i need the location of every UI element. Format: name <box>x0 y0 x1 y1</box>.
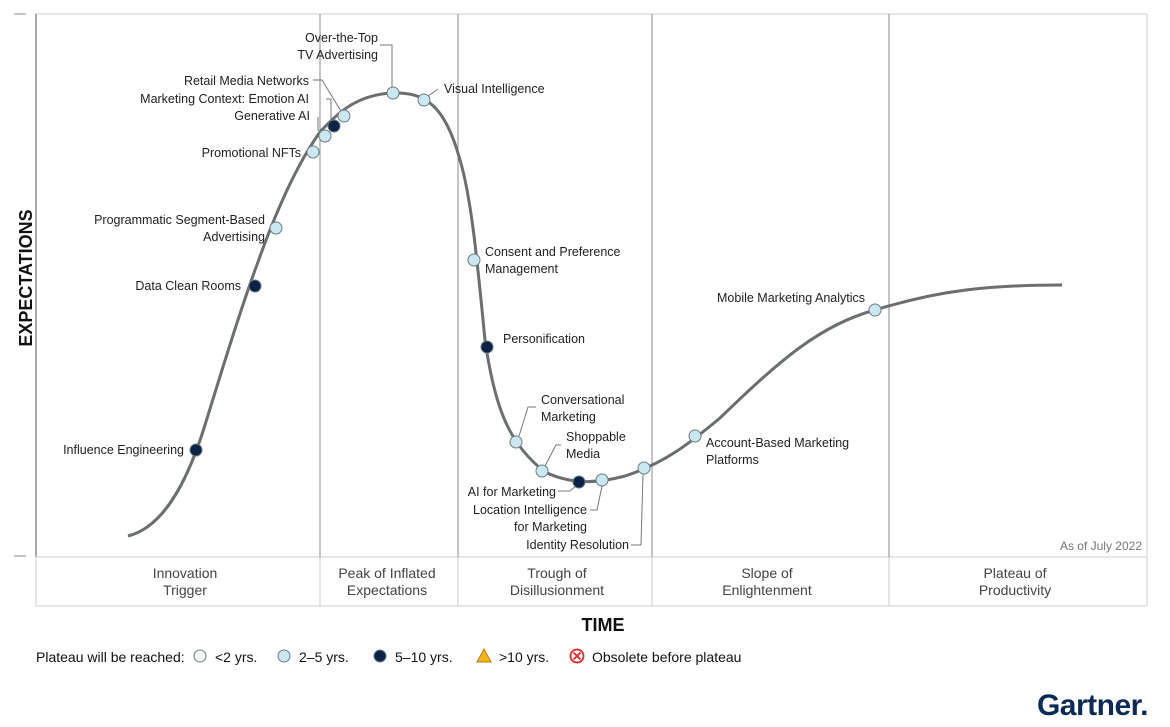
marker-shoppable-media <box>535 464 549 478</box>
label-retail-media-networks: Retail Media Networks <box>184 74 309 88</box>
label-personification: Personification <box>503 332 585 346</box>
phase-label-trough-of-disillusionment: Trough of Disillusionment <box>510 565 604 598</box>
marker-identity-resolution <box>637 461 651 475</box>
label-generative-ai: Generative AI <box>234 109 310 123</box>
legend-marker-5-10 <box>373 649 387 663</box>
label-conversational-marketing: Conversational Marketing <box>541 393 624 424</box>
marker-account-based-marketing-platforms <box>688 429 702 443</box>
phase-dividers <box>319 14 890 606</box>
label-marketing-context-emotion-ai: Marketing Context: Emotion AI <box>140 92 309 106</box>
marker-mobile-marketing-analytics <box>868 303 882 317</box>
legend-label-gt10: >10 yrs. <box>499 649 549 665</box>
phase-label-peak-of-inflated-expectations: Peak of Inflated Expectations <box>338 565 435 598</box>
legend-title: Plateau will be reached: <box>36 649 185 665</box>
leader-visual-intelligence <box>427 88 439 97</box>
legend-label-5-10: 5–10 yrs. <box>395 649 453 665</box>
gartner-logo: Gartner. <box>1037 689 1148 722</box>
legend-marker-obsolete-cross <box>572 651 582 661</box>
label-leaders <box>313 44 644 546</box>
marker-data-clean-rooms <box>248 279 262 293</box>
as-of-label: As of July 2022 <box>1060 539 1142 553</box>
technology-labels: Influence Engineering Data Clean Rooms Pro… <box>63 31 865 552</box>
label-ai-for-marketing: AI for Marketing <box>468 485 556 499</box>
label-consent-and-preference-management: Consent and Preference Management <box>485 245 621 276</box>
legend-label-obsolete: Obsolete before plateau <box>592 649 741 665</box>
legend-marker-2-5 <box>277 649 291 663</box>
y-axis-title: EXPECTATIONS <box>16 209 36 346</box>
leader-identity-resolution <box>631 473 644 546</box>
phase-label-slope-of-enlightenment: Slope of Enlightenment <box>722 565 812 598</box>
phase-strip <box>35 556 1148 607</box>
legend-marker-lt2 <box>193 649 207 663</box>
label-programmatic-segment-based-advertising: Programmatic Segment-Based Advertising <box>94 213 265 244</box>
marker-location-intelligence-for-marketing <box>595 473 609 487</box>
marker-marketing-context-emotion-ai <box>327 119 341 133</box>
technology-markers <box>189 86 882 489</box>
marker-generative-ai <box>318 129 332 143</box>
label-data-clean-rooms: Data Clean Rooms <box>135 279 241 293</box>
marker-visual-intelligence <box>417 93 431 107</box>
phase-labels: Innovation Trigger Peak of Inflated Expecta… <box>153 565 1051 598</box>
label-location-intelligence-for-marketing: Location Intelligence for Marketing <box>473 503 587 534</box>
phase-label-innovation-trigger: Innovation Trigger <box>153 565 218 598</box>
hype-curve <box>127 91 1063 538</box>
marker-programmatic-segment-based-advertising <box>269 221 283 235</box>
phase-label-plateau-of-productivity: Plateau of Productivity <box>979 565 1051 598</box>
legend-label-2-5: 2–5 yrs. <box>299 649 349 665</box>
marker-promotional-nfts <box>306 145 320 159</box>
label-shoppable-media: Shoppable Media <box>566 430 626 461</box>
label-visual-intelligence: Visual Intelligence <box>444 82 545 96</box>
legend-marker-gt10 <box>476 647 492 663</box>
leader-retail-media-networks <box>313 79 345 117</box>
label-over-the-top-tv-advertising: Over-the-Top TV Advertising <box>297 31 378 62</box>
x-axis-title: TIME <box>582 615 625 635</box>
marker-ai-for-marketing <box>572 475 586 489</box>
label-promotional-nfts: Promotional NFTs <box>202 146 301 160</box>
marker-over-the-top-tv-advertising <box>386 86 400 100</box>
leader-conversational-marketing <box>518 406 536 437</box>
legend: Plateau will be reached: <2 yrs. 2–5 yrs.… <box>36 647 741 665</box>
label-identity-resolution: Identity Resolution <box>526 538 629 552</box>
marker-consent-and-preference-management <box>467 253 481 267</box>
label-mobile-marketing-analytics: Mobile Marketing Analytics <box>717 291 865 305</box>
label-influence-engineering: Influence Engineering <box>63 443 184 457</box>
leader-location-intelligence-for-marketing <box>590 485 603 511</box>
marker-personification <box>480 340 494 354</box>
legend-label-lt2: <2 yrs. <box>215 649 257 665</box>
leader-shoppable-media <box>544 444 561 467</box>
leader-over-the-top-tv-advertising <box>380 44 393 93</box>
marker-influence-engineering <box>189 443 203 457</box>
marker-conversational-marketing <box>509 435 523 449</box>
label-account-based-marketing-platforms: Account-Based Marketing Platforms <box>706 436 849 467</box>
marker-retail-media-networks <box>337 109 351 123</box>
